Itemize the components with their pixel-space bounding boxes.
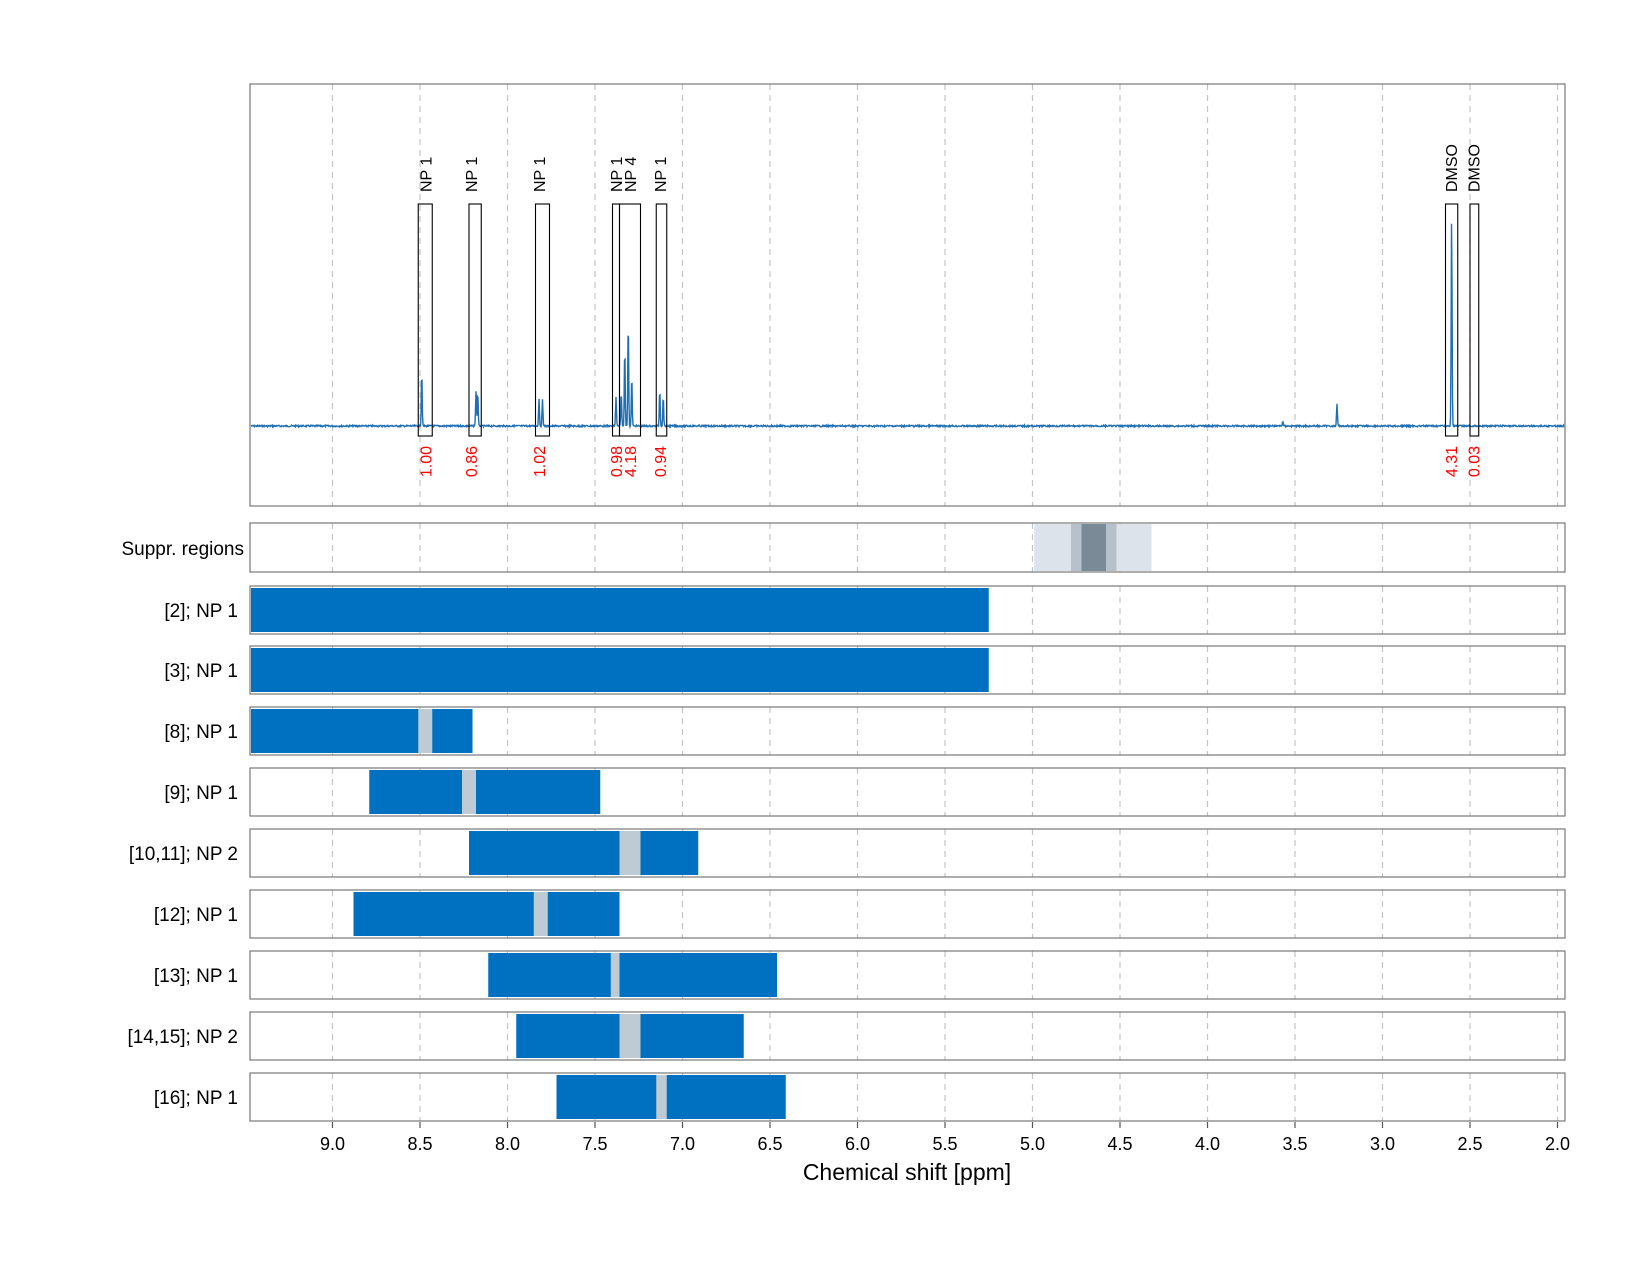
suppression-panel: Suppr. regions — [121, 522, 1566, 573]
row-gap-marker — [619, 831, 641, 875]
x-tick-label: 8.5 — [407, 1134, 432, 1154]
row-label: [13]; NP 1 — [154, 966, 238, 987]
x-tick-label: 8.0 — [495, 1134, 520, 1154]
row-label: [2]; NP 1 — [164, 601, 238, 622]
peak-region-box — [1444, 203, 1459, 437]
integral-label: 4.18 — [623, 446, 640, 477]
row-gap-marker — [418, 709, 433, 753]
suppression-label: Suppr. regions — [121, 539, 244, 560]
suppression-band — [1081, 524, 1106, 571]
row-bar — [369, 770, 601, 814]
row-frame — [249, 585, 1566, 635]
x-tick-label: 6.5 — [757, 1134, 782, 1154]
peak-region-box — [655, 203, 668, 437]
row-gap-marker — [619, 1014, 641, 1058]
row-bar — [488, 953, 777, 997]
row-label: [16]; NP 1 — [154, 1088, 238, 1109]
assignment-row: [9]; NP 1 — [164, 767, 1566, 817]
row-bar — [251, 588, 989, 632]
peak-label: NP 1 — [653, 157, 670, 192]
row-bar — [469, 831, 699, 875]
row-frame — [249, 706, 1566, 756]
x-tick-label: 7.0 — [670, 1134, 695, 1154]
row-gap-marker — [533, 892, 548, 936]
spectrum-trace — [250, 223, 1565, 430]
x-tick-label: 4.5 — [1107, 1134, 1132, 1154]
peak-region-box — [618, 203, 642, 437]
integral-label: 0.86 — [464, 446, 481, 477]
row-label: [9]; NP 1 — [164, 783, 238, 804]
x-tick-label: 3.0 — [1370, 1134, 1395, 1154]
x-tick-label: 6.0 — [845, 1134, 870, 1154]
row-label: [12]; NP 1 — [154, 905, 238, 926]
row-label: [8]; NP 1 — [164, 722, 238, 743]
x-axis: 9.0 8.5 8.0 7.5 7.0 6.5 6.0 5.5 5.0 4.5 4.0 3.5 3.0 2… — [320, 1122, 1570, 1154]
peak-region-box — [1469, 203, 1480, 437]
integral-label: 1.00 — [418, 446, 435, 477]
row-label: [3]; NP 1 — [164, 661, 238, 682]
integral-label: 0.03 — [1467, 446, 1484, 477]
x-tick-label: 5.5 — [932, 1134, 957, 1154]
row-frame — [249, 1011, 1566, 1061]
row-gap-marker — [656, 1075, 667, 1119]
assignment-row: [13]; NP 1 — [154, 950, 1566, 1000]
integral-label: 0.98 — [609, 446, 626, 477]
assignment-row: [12]; NP 1 — [154, 889, 1566, 939]
integral-label: 1.02 — [532, 446, 549, 477]
row-frame — [249, 828, 1566, 878]
row-gap-marker — [610, 953, 620, 997]
peak-region-box — [534, 203, 551, 437]
row-label: [14,15]; NP 2 — [127, 1027, 238, 1048]
row-gap-marker — [462, 770, 476, 814]
peak-label: NP 4 — [623, 157, 640, 192]
x-tick-label: 9.0 — [320, 1134, 345, 1154]
assignment-row: [10,11]; NP 2 — [129, 828, 1566, 878]
row-bar — [251, 648, 989, 692]
peak-region-box — [468, 203, 482, 437]
x-tick-label: 3.5 — [1282, 1134, 1307, 1154]
peak-label: NP 1 — [609, 157, 626, 192]
peak-region-box — [417, 203, 433, 437]
assignment-row: [16]; NP 1 — [154, 1072, 1566, 1122]
row-frame — [249, 950, 1566, 1000]
suppression-frame — [249, 522, 1566, 573]
assignment-row: [3]; NP 1 — [164, 645, 1566, 695]
x-tick-label: 2.0 — [1545, 1134, 1570, 1154]
row-bar — [251, 709, 473, 753]
x-tick-label: 7.5 — [582, 1134, 607, 1154]
assignment-rows: [2]; NP 1 [3]; NP 1 [8]; NP 1 [9]; NP 1 [10,… — [127, 585, 1566, 1122]
row-frame — [249, 767, 1566, 817]
integral-label: 0.94 — [653, 446, 670, 477]
assignment-row: [14,15]; NP 2 — [127, 1011, 1566, 1061]
peak-label: NP 1 — [464, 157, 481, 192]
assignment-row: [8]; NP 1 — [164, 706, 1566, 756]
row-bar — [353, 892, 620, 936]
peak-label: DMSO — [1444, 144, 1461, 192]
row-label: [10,11]; NP 2 — [129, 844, 238, 865]
x-tick-label: 5.0 — [1020, 1134, 1045, 1154]
integral-label: 4.31 — [1444, 446, 1461, 477]
spectrum-frame — [249, 83, 1566, 507]
row-frame — [249, 889, 1566, 939]
x-tick-label: 4.0 — [1195, 1134, 1220, 1154]
x-tick-label: 2.5 — [1457, 1134, 1482, 1154]
peak-label: NP 1 — [418, 157, 435, 192]
row-frame — [249, 645, 1566, 695]
peak-label: DMSO — [1467, 144, 1484, 192]
row-bar — [556, 1075, 786, 1119]
spectrum-panel: NP 1 1.00 NP 1 0.86 NP 1 1.02 NP 1 0.98 NP 4 4.18… — [249, 83, 1566, 507]
assignment-row: [2]; NP 1 — [164, 585, 1566, 635]
peak-label: NP 1 — [532, 157, 549, 192]
x-axis-title: Chemical shift [ppm] — [803, 1159, 1011, 1185]
row-frame — [249, 1072, 1566, 1122]
